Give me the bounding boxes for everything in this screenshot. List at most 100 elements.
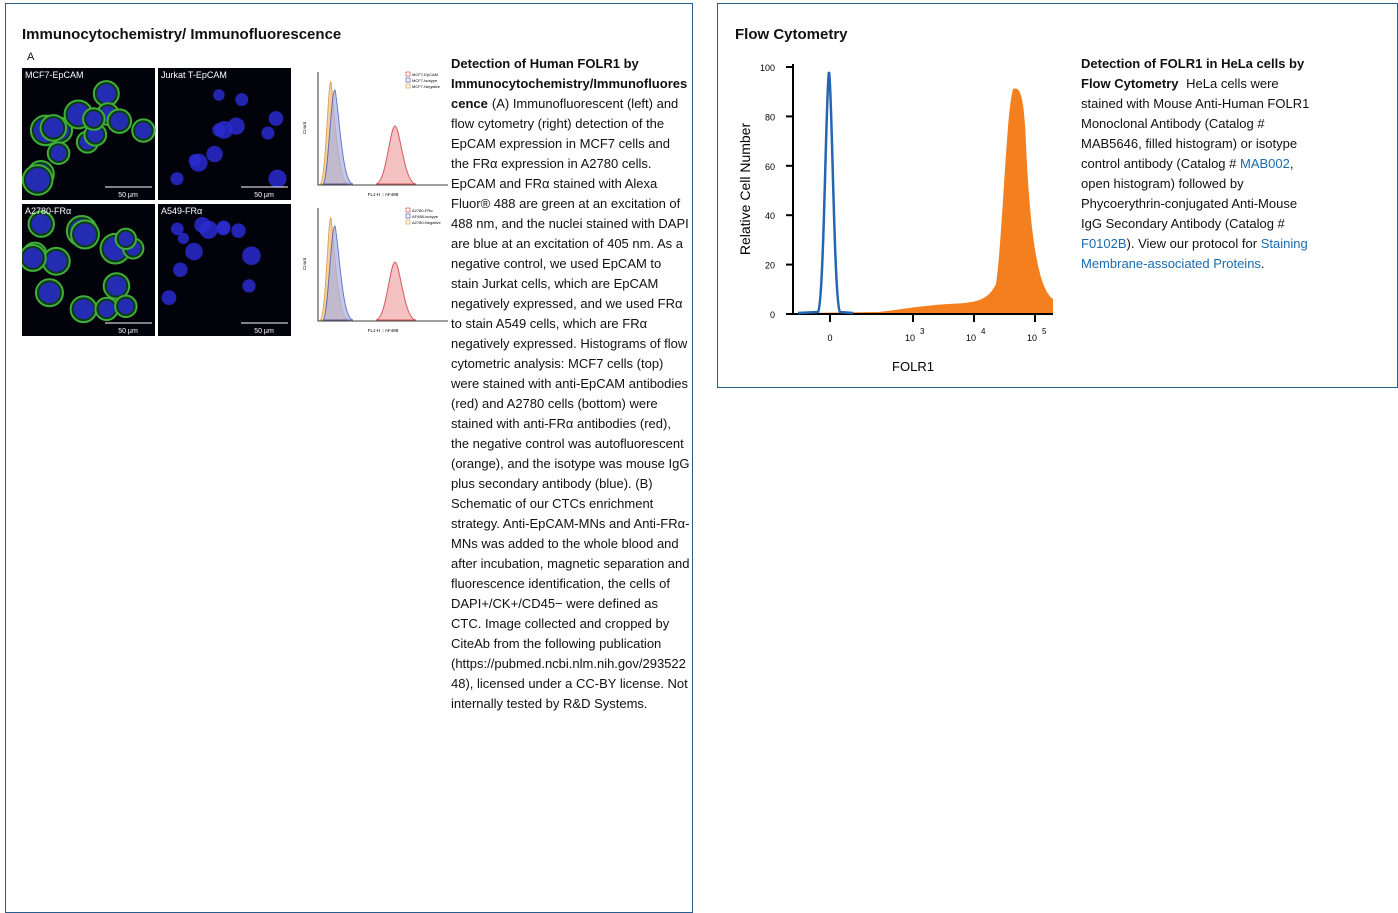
axis-label: Count [302, 257, 307, 270]
nucleus [43, 118, 64, 138]
legend-swatch [405, 213, 411, 219]
legend-label: MCF7-Negative [412, 84, 441, 89]
x-tick-sup: 5 [1042, 327, 1047, 336]
nucleus [212, 123, 226, 137]
legend-swatch [405, 77, 411, 83]
y-tick-label: 100 [760, 63, 775, 73]
nucleus [242, 279, 256, 293]
x-tick-sup: 3 [920, 327, 925, 336]
panel-label: A [27, 51, 35, 63]
y-tick-label: 40 [765, 211, 775, 221]
nucleus [161, 290, 177, 306]
nucleus [96, 84, 116, 104]
curve [322, 225, 354, 321]
scale-label: 50 μm [118, 192, 138, 199]
right-panel: Flow Cytometry Relative Cell Number FOLR1… [717, 3, 1398, 388]
caption-text: ). View our protocol for [1126, 236, 1261, 251]
nucleus [106, 276, 127, 296]
nucleus [173, 262, 188, 278]
axis-label: FL1-H :: AF488 [368, 328, 399, 333]
caption: Detection of Human FOLR1 by Immunocytoch… [451, 54, 691, 714]
panel-heading: Flow Cytometry [735, 26, 848, 43]
legend-label: MCF7-Isotype [412, 78, 438, 83]
x-tick-label: 10 [1027, 333, 1037, 343]
caption-text: . [1260, 256, 1265, 271]
nucleus [235, 93, 249, 107]
x-tick-label: 0 [827, 333, 832, 343]
nucleus [185, 242, 203, 261]
axes [317, 208, 448, 322]
nucleus [189, 153, 208, 172]
left-panel: Immunocytochemistry/ Immunofluorescence … [5, 3, 693, 913]
nucleus [194, 216, 211, 233]
nucleus [171, 222, 184, 236]
curve [322, 89, 354, 185]
caption-text: HeLa cells were stained with Mouse Anti-… [1081, 76, 1310, 171]
caption-text: , open histogram) followed by Phycoeryth… [1081, 156, 1298, 231]
scale-label: 50 μm [118, 328, 138, 335]
caption-link[interactable]: MAB002 [1239, 156, 1290, 171]
y-tick-label: 60 [765, 162, 775, 172]
nucleus [177, 232, 190, 245]
nucleus [73, 299, 94, 320]
nucleus [38, 282, 60, 304]
x-tick-label: 10 [966, 333, 976, 343]
nucleus [31, 214, 51, 234]
nucleus [45, 250, 67, 272]
nucleus [22, 248, 43, 268]
x-tick-label: 10 [905, 333, 915, 343]
caption-link[interactable]: F0102B [1081, 236, 1127, 251]
caption-link[interactable]: Staining Membrane-associated Proteins [1081, 236, 1308, 271]
nucleus [74, 223, 96, 246]
nucleus [268, 169, 287, 188]
image-label: Jurkat T-EpCAM [161, 70, 227, 80]
y-tick-label: 0 [770, 310, 775, 320]
axis-label: FL1-H :: AF488 [368, 192, 399, 197]
panel-heading: Immunocytochemistry/ Immunofluorescence [22, 26, 342, 43]
scale-label: 50 μm [254, 192, 274, 199]
nucleus [86, 111, 102, 127]
curve [375, 125, 417, 185]
nucleus [50, 145, 67, 161]
x-tick-sup: 4 [981, 327, 986, 336]
figure: MCF7-EpCAM 50 μm Jurkat T-EpCAM 50 μm A2780-… [22, 68, 450, 336]
image-label: A2780-FRα [25, 206, 71, 216]
nucleus [268, 111, 284, 126]
nucleus [206, 145, 223, 163]
nucleus [110, 112, 129, 130]
legend-swatch [405, 83, 411, 89]
y-tick-label: 20 [765, 261, 775, 271]
curve [375, 261, 417, 321]
image-label: A549-FRα [161, 206, 202, 216]
legend-label: MCF7-EpCAM [412, 72, 438, 77]
axis-label: Relative Cell Number [737, 123, 753, 256]
axes [317, 72, 448, 186]
scale-label: 50 μm [254, 328, 274, 335]
nucleus [213, 89, 225, 101]
legend-swatch [405, 219, 411, 225]
nucleus [135, 122, 152, 139]
nucleus [231, 223, 246, 238]
nucleus [118, 231, 134, 247]
legend-swatch [405, 71, 411, 77]
axis-label: FOLR1 [892, 359, 934, 374]
caption-title: Detection of FOLR1 in HeLa cells by Flow… [1081, 56, 1305, 91]
legend-swatch [405, 207, 411, 213]
y-tick-label: 80 [765, 112, 775, 122]
caption-body: (A) Immunofluorescent (left) and flow cy… [451, 96, 690, 711]
legend-label: A2780-Negative [412, 220, 441, 225]
legend-label: A2780-FRα [412, 208, 433, 213]
caption-title: Detection of Human FOLR1 by Immunocytoch… [451, 56, 688, 111]
caption: Detection of FOLR1 in HeLa cells by Flow… [1081, 54, 1313, 274]
nucleus [98, 300, 115, 318]
nucleus [118, 298, 134, 315]
legend-label: AF488-Isotype [412, 214, 439, 219]
nucleus [216, 221, 231, 236]
nucleus [170, 172, 184, 186]
nucleus [25, 168, 50, 192]
nucleus [87, 126, 104, 143]
nucleus [242, 246, 261, 266]
image-label: MCF7-EpCAM [25, 70, 84, 80]
nucleus [261, 126, 275, 140]
